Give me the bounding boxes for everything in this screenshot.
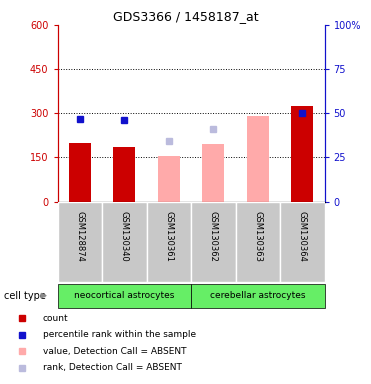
Bar — [247, 116, 269, 202]
Bar — [191, 202, 236, 282]
Text: cerebellar astrocytes: cerebellar astrocytes — [210, 291, 306, 300]
Bar — [147, 202, 191, 282]
Text: rank, Detection Call = ABSENT: rank, Detection Call = ABSENT — [43, 363, 181, 372]
Text: count: count — [43, 314, 68, 323]
Bar — [58, 202, 102, 282]
Bar — [236, 202, 280, 282]
Bar — [102, 202, 147, 282]
Bar — [69, 143, 91, 202]
Text: GDS3366 / 1458187_at: GDS3366 / 1458187_at — [113, 10, 258, 23]
Text: neocortical astrocytes: neocortical astrocytes — [74, 291, 174, 300]
Text: GSM130361: GSM130361 — [164, 211, 173, 262]
Text: cell type: cell type — [4, 291, 46, 301]
Text: GSM128874: GSM128874 — [75, 211, 84, 262]
Text: GSM130364: GSM130364 — [298, 211, 307, 262]
Bar — [291, 106, 313, 202]
Bar — [113, 147, 135, 202]
Bar — [58, 283, 191, 308]
Bar — [158, 156, 180, 202]
Text: percentile rank within the sample: percentile rank within the sample — [43, 330, 196, 339]
Text: GSM130362: GSM130362 — [209, 211, 218, 262]
Text: value, Detection Call = ABSENT: value, Detection Call = ABSENT — [43, 346, 186, 356]
Bar — [191, 283, 325, 308]
Bar — [202, 144, 224, 202]
Bar — [280, 202, 325, 282]
Text: GSM130340: GSM130340 — [120, 211, 129, 262]
Text: GSM130363: GSM130363 — [253, 211, 262, 262]
